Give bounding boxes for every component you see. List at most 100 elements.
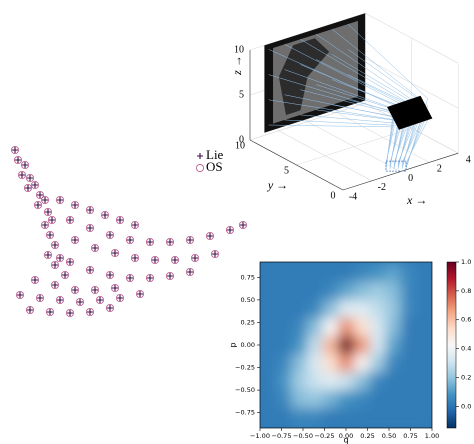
heat-cell bbox=[260, 264, 276, 283]
x-tick-label: 0 bbox=[408, 173, 413, 184]
heat-cell bbox=[276, 408, 292, 427]
heat-cell bbox=[291, 390, 307, 409]
plus-marker bbox=[137, 291, 143, 297]
heat-cell bbox=[401, 390, 417, 409]
x-tick-label: −0.75 bbox=[272, 432, 292, 440]
heat-cell bbox=[416, 300, 432, 319]
plus-marker bbox=[45, 209, 51, 215]
heat-cell bbox=[307, 318, 323, 337]
heat-cell bbox=[276, 264, 292, 283]
heat-cell bbox=[401, 372, 417, 391]
heat-cell bbox=[276, 372, 292, 391]
plus-marker bbox=[92, 287, 98, 293]
plus-marker bbox=[17, 292, 23, 298]
heat-cell bbox=[369, 282, 385, 301]
y-tick-label: 0.00 bbox=[241, 341, 255, 349]
plus-marker bbox=[87, 309, 93, 315]
x-axis-label: x → bbox=[406, 193, 427, 207]
heat-cell bbox=[354, 336, 370, 355]
heat-cell bbox=[276, 300, 292, 319]
plus-marker bbox=[52, 262, 58, 268]
plus-marker bbox=[15, 157, 21, 163]
heat-cell bbox=[323, 354, 339, 373]
heat-cell bbox=[385, 372, 401, 391]
plus-marker bbox=[112, 250, 118, 256]
plus-marker bbox=[49, 217, 55, 223]
plus-marker bbox=[37, 295, 43, 301]
colorbar-tick-label: 0.6 bbox=[461, 316, 471, 324]
y-tick-label: 5 bbox=[284, 165, 289, 176]
heat-cell bbox=[338, 390, 354, 409]
heat-cell bbox=[369, 336, 385, 355]
heat-cell bbox=[401, 264, 417, 283]
heat-cell bbox=[260, 282, 276, 301]
ray bbox=[285, 120, 401, 126]
heat-cell bbox=[260, 372, 276, 391]
colorbar bbox=[447, 262, 456, 428]
plus-marker bbox=[102, 212, 108, 218]
plus-marker bbox=[192, 255, 198, 261]
colorbar-tick-label: 0.4 bbox=[461, 345, 471, 353]
x-tick-label: -4 bbox=[349, 191, 357, 202]
ray bbox=[269, 125, 394, 127]
plus-marker bbox=[147, 239, 153, 245]
heat-cell bbox=[369, 372, 385, 391]
plus-marker bbox=[207, 233, 213, 239]
plus-marker bbox=[92, 245, 98, 251]
plus-marker bbox=[67, 259, 73, 265]
heat-cell bbox=[354, 354, 370, 373]
heat-cell bbox=[401, 318, 417, 337]
heat-cell bbox=[338, 354, 354, 373]
heat-cell bbox=[260, 300, 276, 319]
heat-cell bbox=[401, 354, 417, 373]
axis-line bbox=[250, 140, 343, 190]
heat-cell bbox=[416, 336, 432, 355]
heat-cell bbox=[260, 408, 276, 427]
plus-marker bbox=[107, 305, 113, 311]
plus-marker bbox=[57, 297, 63, 303]
x-tick-label: −1.00 bbox=[250, 432, 270, 440]
heat-cell bbox=[307, 264, 323, 283]
heat-cell bbox=[369, 264, 385, 283]
plus-marker bbox=[25, 185, 31, 191]
heat-cell bbox=[338, 372, 354, 391]
plus-marker bbox=[132, 255, 138, 261]
plus-marker bbox=[35, 202, 41, 208]
plus-marker bbox=[87, 225, 93, 231]
heat-cell bbox=[338, 300, 354, 319]
plus-marker bbox=[77, 299, 83, 305]
heat-cell bbox=[323, 282, 339, 301]
colorbar-tick-label: 0.2 bbox=[461, 373, 471, 381]
page: {"chart_data": [ {"type": "scatter", "xl… bbox=[0, 0, 474, 444]
heat-cell bbox=[369, 318, 385, 337]
heat-cell bbox=[307, 354, 323, 373]
plus-marker bbox=[47, 309, 53, 315]
plus-marker bbox=[42, 197, 48, 203]
plus-marker bbox=[147, 275, 153, 281]
heat-cell bbox=[416, 390, 432, 409]
scene-3d: -4-202405100510x →y →z → bbox=[230, 13, 471, 207]
heat-cell bbox=[401, 282, 417, 301]
legend-label: OS bbox=[206, 159, 223, 174]
heat-cell bbox=[307, 336, 323, 355]
y-tick-label: 0.25 bbox=[241, 318, 255, 326]
heat-cell bbox=[291, 282, 307, 301]
heat-cell bbox=[276, 336, 292, 355]
plus-marker bbox=[19, 172, 25, 178]
heat-cell bbox=[276, 354, 292, 373]
y-tick-label: −0.50 bbox=[235, 386, 255, 394]
heat-cell bbox=[323, 372, 339, 391]
plus-marker bbox=[37, 192, 43, 198]
heat-cell bbox=[369, 354, 385, 373]
plus-marker bbox=[67, 217, 73, 223]
heat-cell bbox=[385, 300, 401, 319]
plus-marker bbox=[27, 175, 33, 181]
plus-marker bbox=[167, 239, 173, 245]
plus-marker bbox=[152, 257, 158, 263]
heat-cell bbox=[338, 336, 354, 355]
heatmap bbox=[260, 262, 433, 428]
plus-marker bbox=[132, 222, 138, 228]
heat-cell bbox=[416, 354, 432, 373]
plus-marker bbox=[42, 222, 48, 228]
